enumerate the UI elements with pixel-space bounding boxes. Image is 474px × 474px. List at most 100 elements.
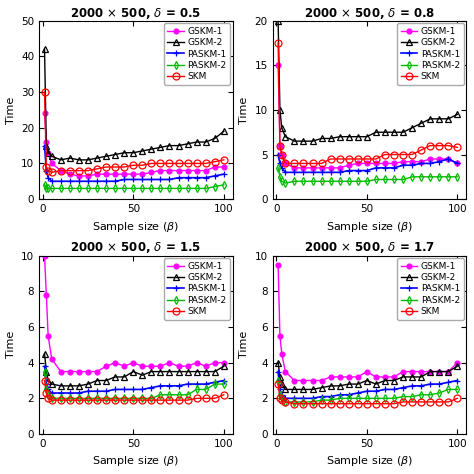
Line: PASKM-2: PASKM-2	[42, 182, 227, 191]
GSKM-1	[139, 171, 145, 177]
SKM	[319, 401, 324, 407]
PASKM-2	[301, 399, 306, 405]
GSKM-2	[364, 134, 370, 139]
PASKM-2	[130, 185, 136, 191]
PASKM-2	[346, 395, 352, 401]
SKM	[301, 401, 306, 407]
GSKM-2	[203, 369, 209, 374]
PASKM-2	[355, 395, 361, 401]
PASKM-2	[121, 185, 127, 191]
PASKM-1	[364, 168, 370, 173]
GSKM-1	[446, 156, 451, 162]
GSKM-1	[373, 161, 379, 166]
PASKM-1	[275, 152, 281, 157]
Line: PASKM-1: PASKM-1	[41, 142, 227, 185]
GSKM-1	[212, 360, 218, 365]
SKM	[428, 399, 433, 405]
PASKM-2	[279, 178, 284, 184]
SKM	[58, 168, 64, 173]
SKM	[103, 164, 109, 170]
SKM	[275, 381, 281, 387]
GSKM-1	[437, 156, 442, 162]
GSKM-1	[76, 369, 82, 374]
Line: SKM: SKM	[41, 377, 227, 403]
SKM	[221, 392, 227, 398]
GSKM-1	[49, 356, 55, 362]
PASKM-1	[337, 392, 343, 398]
PASKM-1	[67, 178, 73, 184]
PASKM-2	[212, 381, 218, 387]
GSKM-2	[310, 387, 315, 392]
PASKM-1	[167, 383, 173, 389]
GSKM-1	[85, 369, 91, 374]
PASKM-1	[176, 175, 182, 181]
GSKM-2	[112, 152, 118, 157]
GSKM-2	[44, 369, 49, 374]
SKM	[346, 401, 352, 407]
PASKM-2	[283, 180, 288, 186]
SKM	[419, 399, 424, 405]
PASKM-1	[194, 175, 200, 181]
GSKM-1	[76, 173, 82, 179]
PASKM-1	[382, 387, 388, 392]
GSKM-1	[373, 374, 379, 380]
Title: 2000 $\times$ 500, $\delta$ = 0.5: 2000 $\times$ 500, $\delta$ = 0.5	[71, 6, 201, 20]
PASKM-1	[94, 178, 100, 184]
GSKM-1	[292, 165, 297, 171]
SKM	[279, 397, 284, 403]
SKM	[85, 397, 91, 403]
Line: PASKM-1: PASKM-1	[41, 363, 227, 396]
PASKM-1	[221, 171, 227, 177]
PASKM-2	[76, 185, 82, 191]
GSKM-2	[130, 150, 136, 155]
PASKM-2	[409, 394, 415, 400]
SKM	[130, 397, 136, 403]
PASKM-1	[42, 143, 47, 148]
SKM	[112, 164, 118, 170]
PASKM-2	[346, 178, 352, 184]
SKM	[292, 161, 297, 166]
SKM	[428, 143, 433, 148]
SKM	[279, 152, 284, 157]
SKM	[382, 152, 388, 157]
GSKM-2	[283, 134, 288, 139]
PASKM-2	[373, 395, 379, 401]
PASKM-2	[76, 395, 82, 401]
PASKM-2	[194, 387, 200, 392]
GSKM-2	[337, 383, 343, 389]
GSKM-2	[139, 148, 145, 154]
GSKM-1	[103, 364, 109, 369]
GSKM-1	[364, 369, 370, 374]
PASKM-2	[85, 185, 91, 191]
GSKM-2	[346, 381, 352, 387]
PASKM-2	[310, 178, 315, 184]
Y-axis label: Time: Time	[6, 96, 16, 124]
PASKM-2	[400, 177, 406, 182]
SKM	[148, 161, 154, 166]
GSKM-2	[409, 374, 415, 380]
PASKM-2	[301, 178, 306, 184]
PASKM-2	[94, 395, 100, 401]
GSKM-2	[382, 129, 388, 135]
GSKM-2	[94, 378, 100, 383]
Line: PASKM-2: PASKM-2	[275, 165, 460, 186]
Line: GSKM-2: GSKM-2	[41, 46, 227, 164]
Title: 2000 $\times$ 500, $\delta$ = 1.7: 2000 $\times$ 500, $\delta$ = 1.7	[304, 240, 435, 255]
SKM	[391, 401, 397, 407]
GSKM-1	[139, 364, 145, 369]
SKM	[275, 40, 281, 46]
SKM	[176, 161, 182, 166]
GSKM-2	[277, 107, 283, 113]
SKM	[46, 168, 51, 173]
GSKM-1	[157, 364, 163, 369]
PASKM-2	[139, 395, 145, 401]
GSKM-1	[277, 333, 283, 339]
SKM	[185, 397, 191, 403]
SKM	[328, 401, 334, 407]
GSKM-1	[194, 360, 200, 365]
PASKM-2	[446, 387, 451, 392]
GSKM-1	[279, 152, 284, 157]
Line: PASKM-1: PASKM-1	[274, 151, 461, 176]
GSKM-1	[167, 360, 173, 365]
SKM	[400, 152, 406, 157]
